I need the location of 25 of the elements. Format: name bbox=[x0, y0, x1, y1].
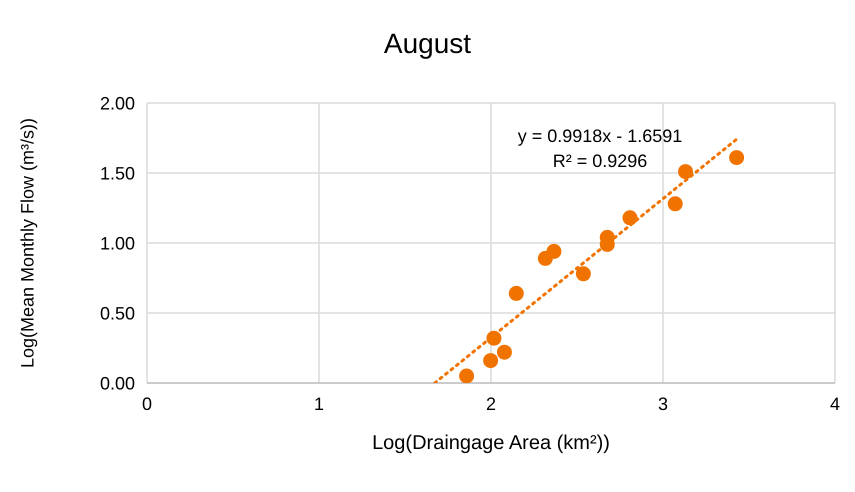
y-tick-label: 2.00 bbox=[100, 93, 135, 114]
point bbox=[729, 150, 744, 166]
point bbox=[459, 368, 474, 383]
point bbox=[496, 344, 512, 360]
y-tick-label: 1.50 bbox=[100, 163, 135, 184]
x-tick-label: 3 bbox=[658, 394, 668, 414]
point bbox=[508, 286, 524, 301]
x-tick-label: 2 bbox=[486, 394, 496, 414]
x-tick-label: 1 bbox=[314, 394, 324, 414]
point bbox=[546, 244, 562, 259]
y-tick-label: 0.50 bbox=[100, 303, 135, 324]
annotation: y = 0.9918x - 1.6591 bbox=[516, 126, 684, 147]
annotation: R² = 0.9296 bbox=[552, 151, 648, 172]
point bbox=[576, 266, 591, 282]
x-tick-label: 0 bbox=[142, 394, 152, 414]
point bbox=[678, 164, 694, 180]
x-tick-label: 4 bbox=[830, 394, 840, 414]
point bbox=[483, 353, 498, 368]
x-axis-title: Log(Draingage Area (km²)) bbox=[371, 432, 611, 455]
point bbox=[622, 210, 638, 226]
point bbox=[668, 196, 683, 212]
y-tick-label: 0.00 bbox=[100, 373, 135, 394]
y-axis-title: Log(Mean Monthly Flow (m³/s)) bbox=[18, 118, 38, 368]
y-tick-label: 1.00 bbox=[100, 233, 135, 254]
chart-title: August bbox=[382, 28, 472, 60]
